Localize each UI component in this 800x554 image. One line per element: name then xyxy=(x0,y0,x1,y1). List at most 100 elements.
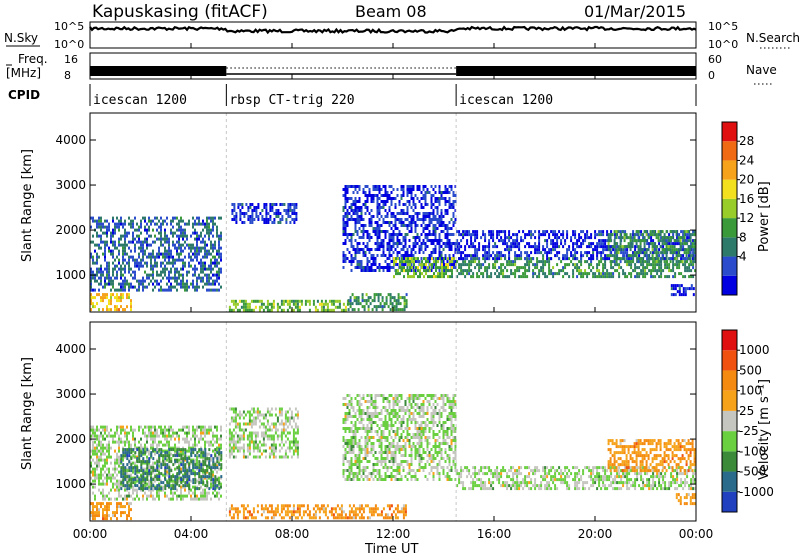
range-gate-cell xyxy=(126,279,128,283)
range-gate-cell xyxy=(124,431,126,435)
range-gate-cell xyxy=(396,251,399,254)
range-gate-cell xyxy=(162,276,164,280)
range-gate-cell xyxy=(263,218,266,221)
range-gate-cell xyxy=(520,236,523,240)
range-gate-cell xyxy=(564,272,567,276)
range-gate-cell xyxy=(204,273,206,277)
range-gate-cell xyxy=(216,437,218,441)
range-gate-cell xyxy=(292,308,295,312)
range-gate-cell xyxy=(114,476,116,480)
range-gate-cell xyxy=(114,464,116,468)
range-gate-cell xyxy=(178,255,180,259)
range-gate-cell xyxy=(144,285,146,289)
range-gate-cell xyxy=(104,258,106,262)
range-gate-cell xyxy=(692,287,695,291)
range-gate-cell xyxy=(656,263,659,267)
range-gate-cell xyxy=(448,185,451,188)
range-gate-cell xyxy=(178,219,180,223)
range-gate-cell xyxy=(372,188,375,191)
range-gate-cell xyxy=(104,219,106,223)
range-gate-cell xyxy=(166,463,169,467)
range-gate-cell xyxy=(562,230,565,234)
range-gate-cell xyxy=(166,252,168,256)
range-gate-cell xyxy=(444,212,447,215)
range-gate-cell xyxy=(386,194,389,197)
range-gate-cell xyxy=(142,264,144,268)
range-gate-cell xyxy=(168,261,170,265)
range-gate-cell xyxy=(622,272,625,276)
range-gate-cell xyxy=(669,257,672,261)
range-gate-cell xyxy=(546,275,549,279)
range-gate-cell xyxy=(94,467,96,471)
range-gate-cell xyxy=(394,203,397,206)
range-gate-cell xyxy=(451,275,453,279)
range-gate-cell xyxy=(578,260,581,264)
range-gate-cell xyxy=(672,269,675,273)
range-gate-cell xyxy=(168,425,170,429)
range-gate-cell xyxy=(170,282,172,286)
range-gate-cell xyxy=(619,236,622,240)
range-gate-cell xyxy=(112,437,114,441)
range-gate-cell xyxy=(390,227,393,230)
range-gate-cell xyxy=(210,482,212,486)
range-gate-cell xyxy=(600,272,603,276)
range-gate-cell xyxy=(295,206,298,209)
range-gate-cell xyxy=(126,234,128,238)
range-gate-cell xyxy=(120,472,123,476)
range-gate-cell xyxy=(504,242,507,246)
range-gate-cell xyxy=(368,188,371,191)
range-gate-cell xyxy=(596,263,599,267)
range-gate-cell xyxy=(664,275,667,279)
range-gate-cell xyxy=(395,305,398,309)
range-gate-cell xyxy=(584,236,587,240)
range-gate-cell xyxy=(372,185,375,188)
range-gate-cell xyxy=(96,464,98,468)
range-gate-cell xyxy=(178,440,180,444)
range-gate-cell xyxy=(606,233,609,237)
range-gate-cell xyxy=(451,260,453,264)
range-gate-cell xyxy=(200,222,202,226)
range-gate-cell xyxy=(126,231,128,235)
range-gate-cell xyxy=(218,455,220,459)
range-gate-cell xyxy=(632,251,635,255)
range-gate-cell xyxy=(376,245,379,248)
range-gate-cell xyxy=(452,191,455,194)
range-gate-cell xyxy=(480,272,483,276)
range-gate-cell xyxy=(128,440,130,444)
range-gate-cell xyxy=(218,252,220,256)
range-gate-cell xyxy=(684,257,687,261)
range-gate-cell xyxy=(670,293,673,297)
range-gate-cell xyxy=(370,197,373,200)
range-gate-cell xyxy=(202,264,204,268)
range-gate-cell xyxy=(114,296,116,300)
range-gate-cell xyxy=(665,242,668,246)
range-gate-cell xyxy=(410,194,413,197)
range-gate-cell xyxy=(488,239,491,243)
range-gate-cell xyxy=(428,221,431,224)
range-gate-cell xyxy=(192,428,194,432)
range-gate-cell xyxy=(424,185,427,188)
range-gate-cell xyxy=(621,230,624,234)
range-gate-cell xyxy=(178,237,180,241)
range-gate-cell xyxy=(150,494,152,498)
range-gate-cell xyxy=(396,194,399,197)
range-gate-cell xyxy=(675,230,678,234)
range-gate-cell xyxy=(351,308,354,312)
range-gate-cell xyxy=(594,245,597,249)
range-gate-cell xyxy=(142,487,145,491)
range-gate-cell xyxy=(478,263,481,267)
range-gate-cell xyxy=(502,254,505,258)
range-gate-cell xyxy=(116,293,118,297)
range-gate-cell xyxy=(130,225,132,229)
range-gate-cell xyxy=(102,296,104,300)
range-gate-cell xyxy=(390,260,393,263)
range-gate-cell xyxy=(442,269,445,272)
range-gate-cell xyxy=(122,475,125,479)
range-gate-cell xyxy=(436,257,439,260)
range-gate-cell xyxy=(350,209,353,212)
range-gate-cell xyxy=(682,248,685,252)
range-gate-cell xyxy=(110,461,112,465)
range-gate-cell xyxy=(110,249,112,253)
range-gate-cell xyxy=(170,448,173,452)
range-gate-cell xyxy=(622,248,625,252)
